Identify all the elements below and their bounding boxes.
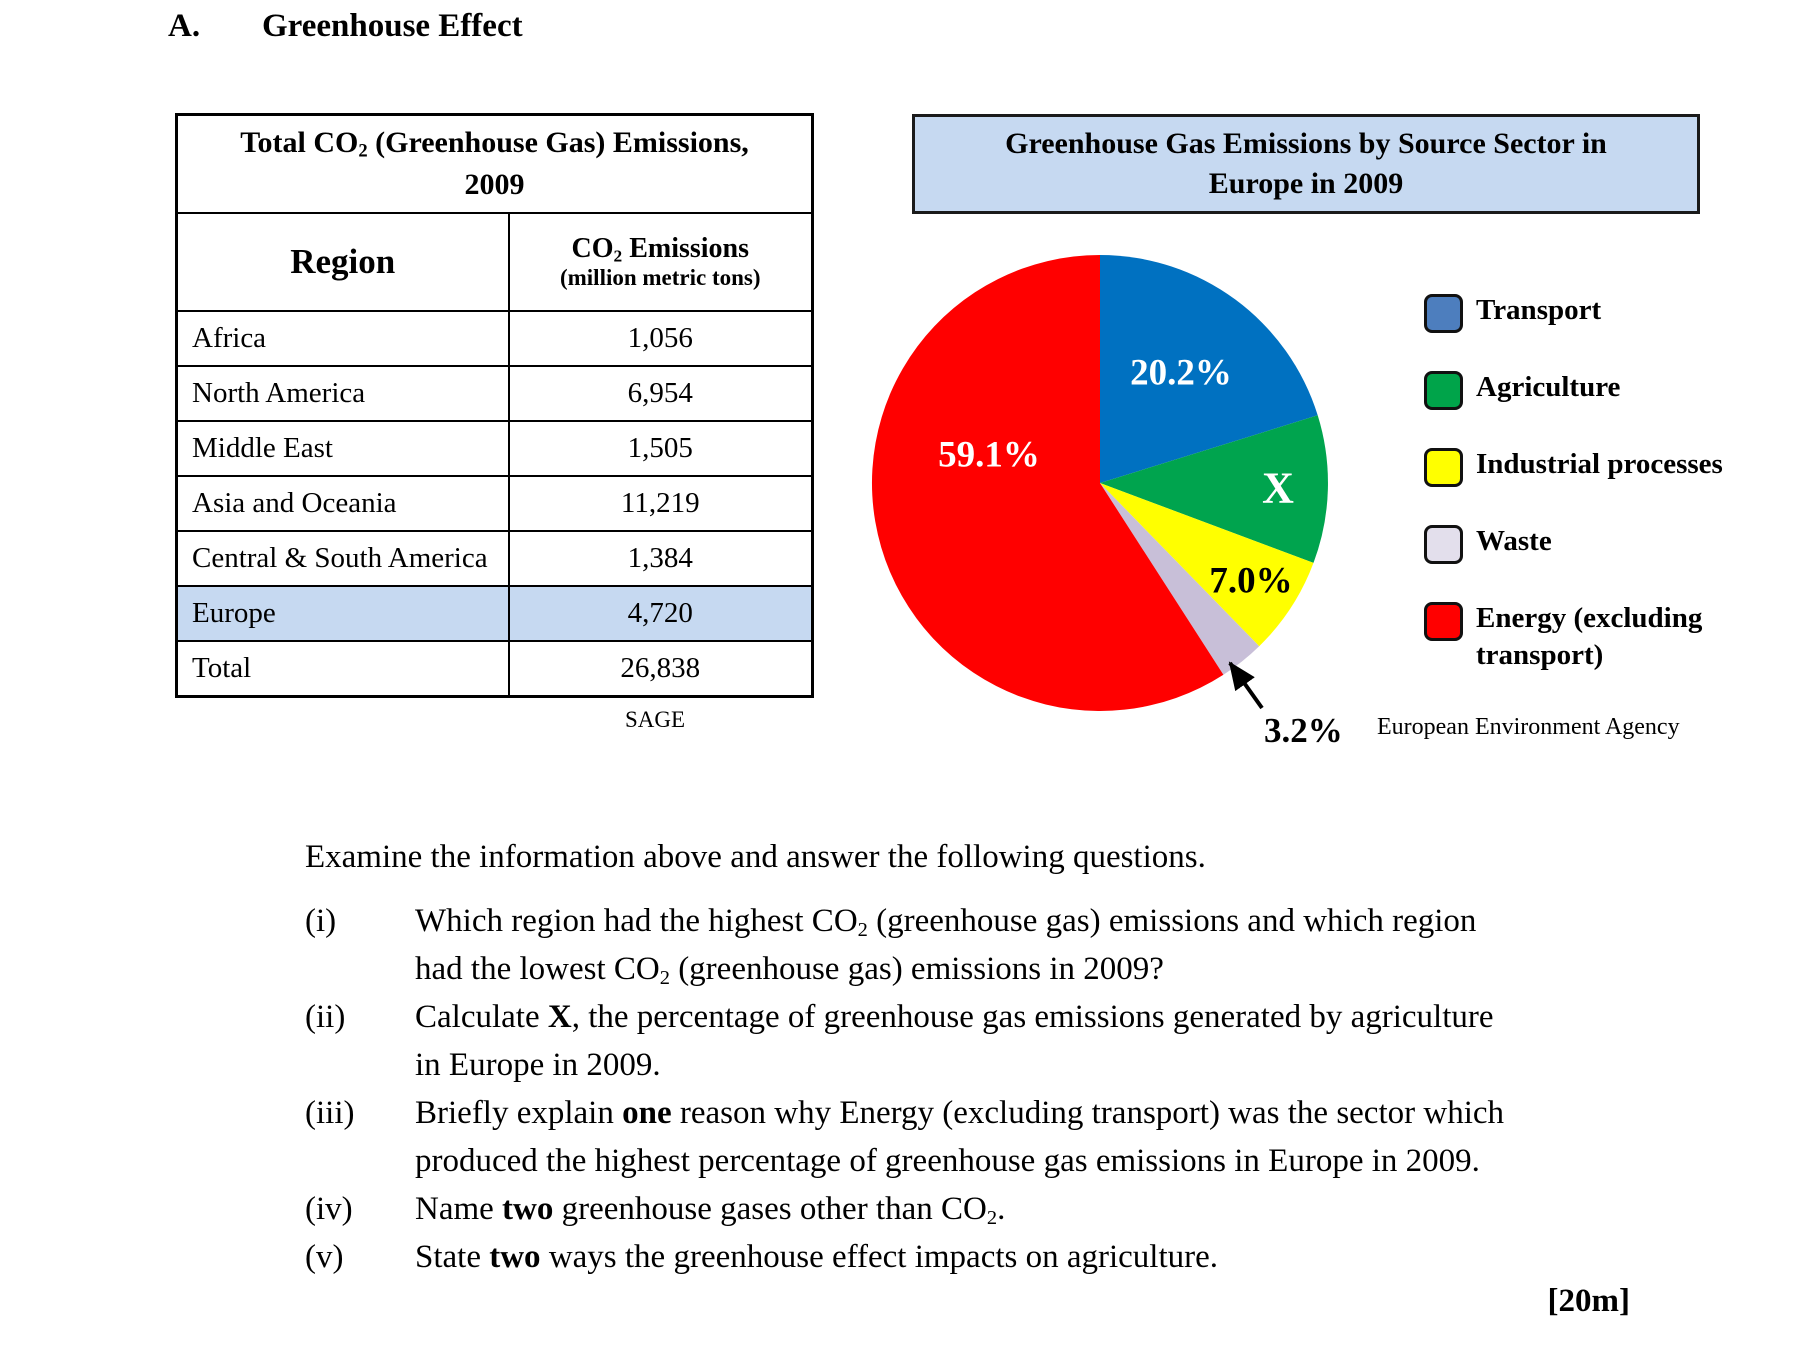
question-item: (v) State two ways the greenhouse effect …: [305, 1233, 1670, 1281]
question-item: (iii) Briefly explain one reason why Ener…: [305, 1089, 1670, 1185]
legend-label: Energy (excluding transport): [1476, 602, 1703, 671]
value-cell: 6,954: [507, 365, 814, 422]
legend-label: Industrial processes: [1476, 448, 1723, 480]
table-title: Total CO2 (Greenhouse Gas) Emissions, 20…: [175, 113, 814, 214]
column-header-emissions: CO2 Emissions (million metric tons): [507, 212, 814, 312]
pie-slice-label: 7.0%: [1209, 561, 1292, 602]
question-line: Name two greenhouse gases other than CO2…: [415, 1191, 1006, 1230]
region-cell: Total: [175, 640, 510, 698]
legend-item: Transport: [1424, 294, 1764, 333]
legend-label: Waste: [1476, 525, 1552, 557]
question-marker: (i): [305, 903, 337, 939]
question-line: Which region had the highest CO2 (greenh…: [415, 903, 1477, 942]
value-cell: 1,505: [507, 420, 814, 477]
legend-swatch-icon: [1424, 525, 1463, 564]
legend-swatch-icon: [1424, 371, 1463, 410]
section-label: A.: [168, 8, 201, 44]
question-line: State two ways the greenhouse effect imp…: [415, 1239, 1219, 1275]
table-row: Central & South America 1,384: [175, 530, 814, 587]
legend-label: Transport: [1476, 294, 1602, 326]
chart-title: Greenhouse Gas Emissions by Source Secto…: [912, 114, 1700, 214]
legend-item: Energy (excluding transport): [1424, 602, 1764, 674]
value-cell: 26,838: [507, 640, 814, 698]
pie-slice-transport: [1100, 255, 1318, 483]
pie-slice-waste: [1100, 483, 1260, 675]
legend-item: Industrial processes: [1424, 448, 1764, 487]
legend-swatch-icon: [1424, 602, 1463, 641]
region-cell: North America: [175, 365, 510, 422]
pie-slice-label: 20.2%: [1130, 353, 1232, 394]
question-item: (ii) Calculate X, the percentage of green…: [305, 993, 1670, 1089]
value-cell: 4,720: [507, 585, 814, 642]
question-marker: (iv): [305, 1191, 353, 1227]
question-marker: (ii): [305, 999, 346, 1035]
pie-slice-industrial-processes: [1100, 483, 1314, 647]
table-row: Asia and Oceania 11,219: [175, 475, 814, 532]
region-cell: Asia and Oceania: [175, 475, 510, 532]
legend-label: Agriculture: [1476, 371, 1621, 403]
chart-legend: Transport Agriculture Industrial processes…: [1424, 294, 1764, 712]
value-cell: 1,056: [507, 310, 814, 367]
waste-callout-arrow: [1228, 661, 1264, 710]
region-cell: Middle East: [175, 420, 510, 477]
question-item: (iv) Name two greenhouse gases other than…: [305, 1185, 1670, 1233]
region-cell: Europe: [175, 585, 510, 642]
table-row: North America 6,954: [175, 365, 814, 422]
question-line: in Europe in 2009.: [415, 1047, 661, 1083]
waste-callout-label: 3.2%: [1264, 711, 1343, 750]
column-header-region: Region: [175, 212, 510, 312]
question-line: Briefly explain one reason why Energy (e…: [415, 1095, 1505, 1131]
table-row: Europe 4,720: [175, 585, 814, 642]
question-item: (i) Which region had the highest CO2 (gre…: [305, 897, 1670, 993]
column-header-emissions-unit: (million metric tons): [559, 264, 761, 290]
question-line: Calculate X, the percentage of greenhous…: [415, 999, 1494, 1035]
question-marker: (iii): [305, 1095, 355, 1131]
legend-item: Waste: [1424, 525, 1764, 564]
questions-block: Examine the information above and answer…: [305, 833, 1670, 1281]
chart-source: European Environment Agency: [1377, 714, 1680, 740]
question-line: had the lowest CO2 (greenhouse gas) emis…: [415, 951, 1164, 990]
pie-slice-label: 59.1%: [938, 435, 1040, 476]
table-row: Africa 1,056: [175, 310, 814, 367]
pie-chart: 20.2% X 7.0% 59.1% 3.2%: [850, 228, 1390, 768]
marks-label: [20m]: [1547, 1283, 1630, 1319]
pie-slice-energy-excluding-transport: [871, 254, 1224, 711]
legend-item: Agriculture: [1424, 371, 1764, 410]
question-line: produced the highest percentage of green…: [415, 1143, 1480, 1179]
pie-slice-label: X: [1262, 464, 1294, 513]
page-title: Greenhouse Effect: [262, 8, 523, 44]
legend-swatch-icon: [1424, 294, 1463, 333]
emissions-table: Total CO2 (Greenhouse Gas) Emissions, 20…: [175, 113, 815, 698]
table-row: Total 26,838: [175, 640, 814, 698]
value-cell: 11,219: [507, 475, 814, 532]
region-cell: Africa: [175, 310, 510, 367]
region-cell: Central & South America: [175, 530, 510, 587]
value-cell: 1,384: [507, 530, 814, 587]
column-header-emissions-main: CO2 Emissions: [571, 232, 750, 266]
question-marker: (v): [305, 1239, 344, 1275]
legend-swatch-icon: [1424, 448, 1463, 487]
pie-slice-agriculture: [1100, 415, 1328, 563]
questions-intro: Examine the information above and answer…: [305, 839, 1206, 875]
table-row: Middle East 1,505: [175, 420, 814, 477]
table-source: SAGE: [624, 707, 685, 732]
